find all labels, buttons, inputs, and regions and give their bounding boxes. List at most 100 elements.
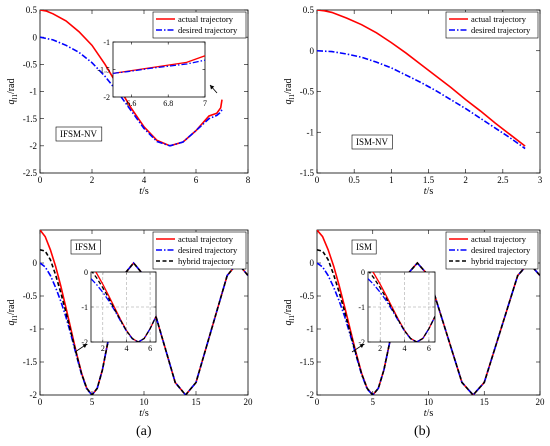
- chart-1-xtick-label: 0: [315, 175, 320, 185]
- chart-3-ytick-label: -0.5: [300, 291, 315, 301]
- chart-3-inset-ytick-label: -2: [358, 338, 365, 347]
- chart-2-ytick-label: -1: [30, 324, 38, 334]
- chart-3-legend-label: actual trajectory: [471, 234, 527, 244]
- chart-3-annotation-box: [351, 239, 377, 255]
- chart-0-inset-ytick-label: -1.5: [97, 65, 110, 74]
- chart-1-annotation: ISM-NV: [356, 137, 389, 147]
- chart-3-inset-xtick-label: 4: [403, 344, 407, 353]
- chart-3-xtick-label: 20: [536, 397, 546, 407]
- chart-1-legend-box: [445, 11, 539, 39]
- chart-3-ytick-label: -1.5: [300, 357, 315, 367]
- chart-0-legend-box: [152, 11, 247, 39]
- chart-1-annotation-box: [351, 134, 393, 150]
- chart-3-xtick-label: 5: [371, 397, 376, 407]
- chart-0-ytick-label: 0.5: [26, 5, 38, 15]
- chart-1-ytick-label: 0.5: [303, 5, 315, 15]
- chart-2-xtick-label: 0: [38, 397, 43, 407]
- chart-2-legend-label: hybrid trajectory: [178, 256, 236, 266]
- chart-3: 0 5 10 15 20 -2 -1.5 -1 -0.5 0 t/s ql1/rad ISM actual…: [283, 229, 546, 419]
- chart-0-inset: 6.6 6.8 7 -2 -1.5 -1: [97, 38, 218, 108]
- chart-1-ytick-label: 0: [310, 46, 315, 56]
- chart-1-xtick-label: 2.5: [497, 175, 509, 185]
- chart-1-ytick-label: -0.5: [300, 87, 315, 97]
- chart-2-inset-series: [91, 272, 156, 342]
- chart-2-ytick-label: 0: [33, 258, 38, 268]
- chart-0-ytick-label: 0: [33, 32, 38, 42]
- chart-2-xtick-label: 10: [140, 397, 150, 407]
- chart-2-ytick-label: -1.5: [23, 357, 38, 367]
- chart-3-legend-label: hybrid trajectory: [471, 256, 529, 266]
- chart-0-ytick-label: -2: [30, 141, 38, 151]
- chart-1-xtick-label: 1: [389, 175, 394, 185]
- chart-2-ylabel: ql1/rad: [6, 300, 19, 326]
- chart-3-legend-label: desired trajectory: [471, 245, 531, 255]
- chart-1-legend-label: actual trajectory: [471, 14, 527, 24]
- chart-0-xtick-label: 6: [194, 175, 199, 185]
- chart-0-ytick-label: -2.5: [23, 168, 38, 178]
- chart-0-inset-xtick-label: 6.6: [126, 99, 136, 108]
- chart-0-inset-arrowhead: [210, 85, 215, 90]
- chart-0-inset-series-1: [113, 59, 205, 74]
- chart-2-inset-ytick-label: 0: [84, 268, 88, 277]
- chart-2-inset-xtick-label: 6: [148, 344, 152, 353]
- chart-3-inset-xtick-label: 6: [427, 344, 431, 353]
- chart-3-inset-ytick-label: 0: [361, 268, 365, 277]
- chart-0-inset-xtick-label: 6.8: [163, 99, 173, 108]
- chart-2-xlabel: t/s: [139, 408, 149, 419]
- chart-2-inset: 2 4 6 -2 -1 0: [74, 268, 157, 353]
- chart-0-annotation-box: [55, 126, 103, 142]
- chart-3-ylabel: ql1/rad: [283, 300, 296, 326]
- chart-0-legend-label: desired trajectory: [178, 25, 238, 35]
- chart-1-legend-label: desired trajectory: [471, 25, 531, 35]
- chart-0-inset-ytick-label: -2: [103, 93, 110, 102]
- chart-2-series-hybrid-trajectory: [40, 249, 248, 395]
- chart-2-annotation: IFSM: [75, 242, 96, 252]
- chart-0-ytick-label: -1.5: [23, 114, 38, 124]
- chart-0-xtick-label: 0: [38, 175, 43, 185]
- chart-0-xtick-label: 4: [142, 175, 147, 185]
- chart-1-series-actual-trajectory: [317, 10, 526, 147]
- chart-2-inset-ytick-label: -2: [81, 338, 88, 347]
- chart-3-annotation: ISM: [356, 242, 372, 252]
- chart-3-xlabel: t/s: [424, 408, 434, 419]
- chart-0: 0 2 4 6 8 -2.5 -2 -1.5 -1 -0.5 0 0.5 t/s ql1/rad IFSM-…: [6, 5, 251, 197]
- chart-0-inset-frame: [112, 41, 206, 98]
- chart-2-ytick-label: -0.5: [23, 291, 38, 301]
- chart-2-xtick-label: 20: [244, 397, 254, 407]
- chart-0-inset-ytick-label: -1: [103, 38, 110, 47]
- chart-0-legend-label: actual trajectory: [178, 14, 234, 24]
- chart-3-ytick-label: -2: [307, 390, 315, 400]
- chart-0-ylabel: ql1/rad: [6, 79, 19, 105]
- chart-0-series-actual-trajectory: [40, 10, 223, 147]
- chart-1-ytick-label: -1: [307, 127, 315, 137]
- chart-2-legend-label: actual trajectory: [178, 234, 234, 244]
- chart-2-xtick-label: 15: [192, 397, 202, 407]
- chart-2-inset-xtick-label: 2: [101, 344, 105, 353]
- chart-2-inset-xtick-label: 4: [124, 344, 128, 353]
- chart-1-xtick-label: 1.5: [423, 175, 435, 185]
- chart-3-xtick-label: 0: [315, 397, 320, 407]
- chart-2-inset-ytick-label: -1: [81, 303, 88, 312]
- chart-0-inset-xtick-label: 7: [203, 99, 207, 108]
- caption-a: (a): [136, 424, 152, 439]
- chart-0-inset-series: [113, 55, 205, 74]
- chart-0-xtick-label: 2: [90, 175, 95, 185]
- caption-b: (b): [414, 424, 431, 439]
- chart-3-xtick-label: 15: [480, 397, 490, 407]
- chart-2-inset-series-1: [91, 278, 156, 342]
- chart-3-xtick-label: 10: [424, 397, 434, 407]
- chart-3-inset-series: [368, 272, 435, 342]
- chart-0-ytick-label: -1: [30, 87, 38, 97]
- chart-1-series: [317, 10, 526, 150]
- chart-1-xtick-label: 2: [463, 175, 468, 185]
- chart-1-ylabel: ql1/rad: [283, 79, 296, 105]
- chart-3-ytick-label: -1: [307, 324, 315, 334]
- chart-1-ytick-label: -1.5: [300, 168, 315, 178]
- chart-2-xtick-label: 5: [90, 397, 95, 407]
- chart-1-series-desired-trajectory: [317, 49, 526, 150]
- chart-3-inset-ytick-label: -1: [358, 303, 365, 312]
- chart-2-inset-arrowhead: [82, 344, 87, 349]
- chart-1: 0 0.5 1 1.5 2 2.5 3 -1.5 -1 -0.5 0 0.5 t/s ql1/rad ISM…: [283, 5, 543, 197]
- chart-3-inset: 2 4 6 -2 -1 0: [351, 268, 436, 353]
- chart-2-annotation-box: [70, 239, 101, 255]
